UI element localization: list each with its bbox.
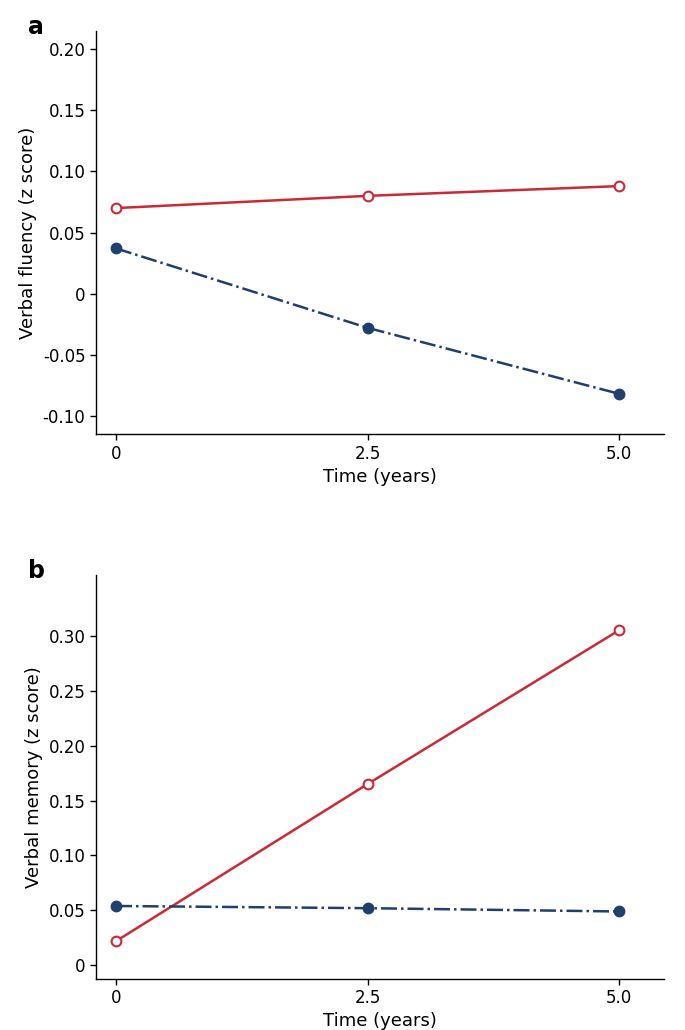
Text: a: a	[27, 14, 44, 39]
X-axis label: Time (years): Time (years)	[323, 468, 437, 486]
Text: b: b	[27, 559, 45, 583]
Y-axis label: Verbal memory (z score): Verbal memory (z score)	[25, 666, 43, 888]
Y-axis label: Verbal fluency (z score): Verbal fluency (z score)	[19, 127, 37, 339]
X-axis label: Time (years): Time (years)	[323, 1012, 437, 1030]
